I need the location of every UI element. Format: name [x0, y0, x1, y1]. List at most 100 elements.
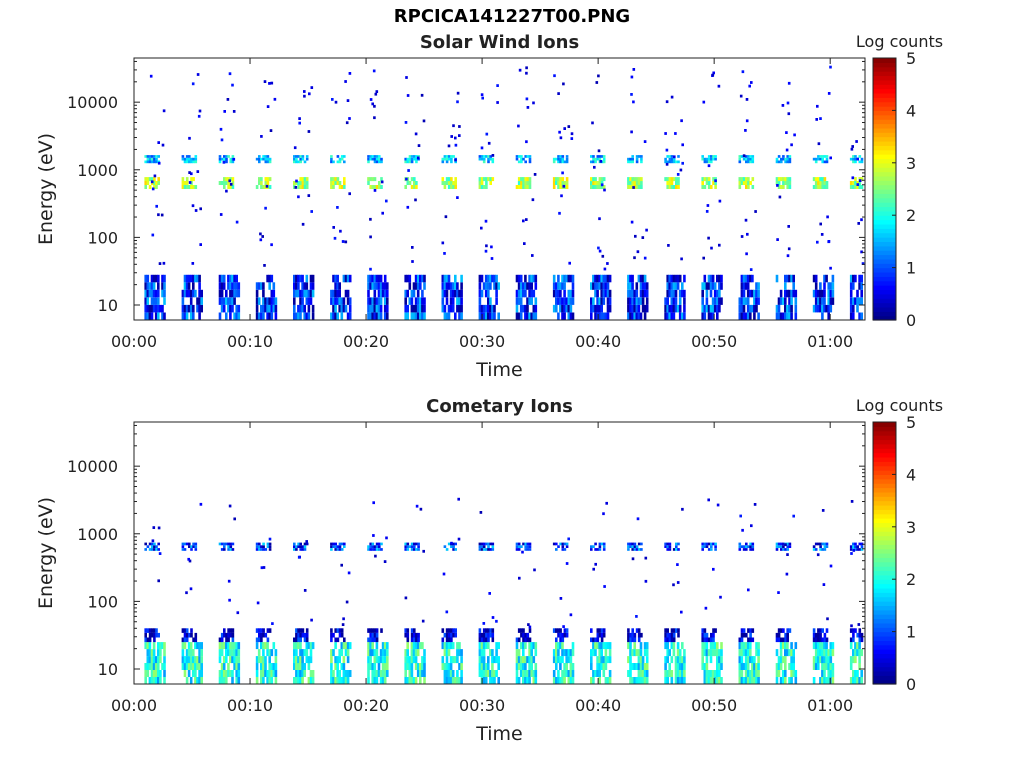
- heatmap-cell: [341, 240, 345, 243]
- heatmap-cell: [817, 177, 820, 182]
- heatmap-cell: [643, 289, 647, 298]
- heatmap-cell: [703, 542, 707, 546]
- heatmap-cell: [480, 226, 483, 230]
- heatmap-cell: [596, 155, 600, 158]
- heatmap-cell: [637, 663, 641, 670]
- heatmap-cell: [526, 155, 530, 158]
- heatmap-cell: [413, 628, 416, 633]
- heatmap-cell: [714, 157, 717, 161]
- heatmap-cell: [194, 274, 197, 283]
- heatmap-cell: [600, 282, 603, 290]
- heatmap-cell: [371, 632, 375, 638]
- heatmap-cell: [707, 670, 711, 677]
- heatmap-cell: [225, 312, 228, 320]
- heatmap-cell: [678, 663, 682, 670]
- heatmap-cell: [338, 282, 341, 290]
- heatmap-cell: [590, 545, 593, 548]
- heatmap-cell: [198, 109, 202, 113]
- heatmap-cell: [561, 548, 565, 551]
- heatmap-cell: [423, 656, 426, 664]
- heatmap-cell: [519, 304, 523, 313]
- heatmap-cell: [344, 670, 348, 677]
- heatmap-cell: [311, 642, 315, 650]
- heatmap-cell: [600, 177, 604, 182]
- heatmap-cell: [447, 542, 451, 546]
- heatmap-cell: [450, 185, 453, 189]
- x-tick-label: 00:10: [227, 696, 273, 715]
- heatmap-cell: [627, 670, 630, 677]
- heatmap-cell: [491, 157, 495, 161]
- heatmap-cell: [482, 177, 486, 182]
- heatmap-cell: [746, 677, 750, 684]
- heatmap-cell: [421, 304, 424, 313]
- heatmap-cell: [334, 100, 338, 104]
- heatmap-cell: [555, 289, 558, 298]
- heatmap-cell: [858, 160, 862, 164]
- heatmap-cell: [710, 632, 713, 638]
- heatmap-cell: [629, 304, 632, 313]
- heatmap-cell: [404, 185, 407, 189]
- heatmap-cell: [711, 677, 715, 684]
- heatmap-cell: [410, 312, 414, 320]
- heatmap-cell: [606, 282, 610, 290]
- heatmap-cell: [784, 663, 787, 670]
- heatmap-cell: [637, 185, 641, 189]
- heatmap-cell: [629, 545, 632, 548]
- heatmap-cell: [532, 670, 536, 677]
- heatmap-cell: [720, 677, 723, 684]
- colorbar-tick-label: 5: [906, 413, 916, 432]
- heatmap-cell: [738, 304, 742, 313]
- heatmap-cell: [491, 312, 494, 320]
- heatmap-cell: [373, 670, 377, 677]
- heatmap-cell: [633, 181, 637, 185]
- heatmap-cell: [533, 568, 536, 572]
- heatmap-cell: [480, 632, 484, 638]
- heatmap-cell: [742, 274, 746, 283]
- heatmap-cell: [563, 542, 567, 546]
- heatmap-cell: [705, 157, 709, 161]
- heatmap-cell: [786, 545, 789, 548]
- heatmap-cell: [297, 545, 300, 548]
- heatmap-cell: [223, 545, 226, 548]
- heatmap-cell: [637, 181, 641, 185]
- heatmap-cell: [181, 637, 185, 643]
- heatmap-cell: [447, 157, 451, 161]
- heatmap-cell: [524, 185, 527, 189]
- heatmap-cell: [340, 632, 344, 638]
- heatmap-cell: [181, 289, 185, 298]
- heatmap-cell: [345, 121, 349, 125]
- heatmap-cell: [386, 670, 389, 677]
- heatmap-cell: [305, 656, 309, 664]
- heatmap-cell: [829, 656, 833, 664]
- heatmap-cell: [668, 155, 672, 158]
- heatmap-cell: [852, 545, 855, 548]
- heatmap-cell: [338, 628, 342, 633]
- heatmap-cell: [185, 591, 188, 595]
- heatmap-cell: [532, 656, 536, 664]
- heatmap-cell: [371, 274, 374, 283]
- heatmap-cell: [627, 656, 630, 664]
- heatmap-cell: [301, 656, 304, 664]
- colorbar-segment: [873, 58, 896, 63]
- heatmap-cell: [163, 312, 166, 320]
- heatmap-cell: [264, 304, 267, 313]
- heatmap-cell: [449, 304, 453, 313]
- heatmap-cell: [255, 157, 259, 161]
- heatmap-cell: [185, 181, 189, 185]
- heatmap-cell: [561, 181, 565, 185]
- heatmap-cell: [373, 637, 377, 643]
- heatmap-cell: [741, 528, 744, 532]
- heatmap-cell: [672, 274, 676, 283]
- heatmap-cell: [452, 545, 455, 548]
- heatmap-cell: [144, 312, 147, 320]
- heatmap-cell: [338, 656, 341, 664]
- heatmap-cell: [744, 670, 748, 677]
- heatmap-cell: [489, 297, 492, 305]
- heatmap-cell: [163, 274, 166, 283]
- heatmap-cell: [528, 155, 532, 158]
- heatmap-cell: [161, 282, 164, 290]
- heatmap-cell: [181, 304, 185, 313]
- heatmap-cell: [297, 542, 300, 546]
- heatmap-cell: [373, 282, 377, 290]
- heatmap-cell: [555, 282, 558, 290]
